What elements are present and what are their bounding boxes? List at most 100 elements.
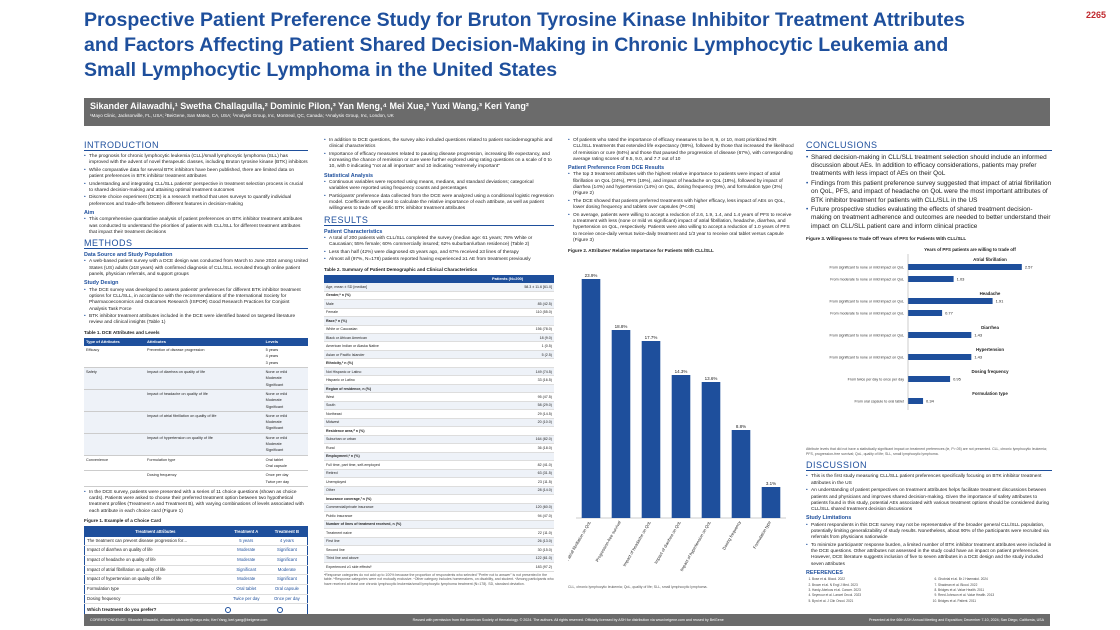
table2-label: Midwest [324, 418, 490, 428]
table2-header [324, 274, 490, 284]
x-tick-label: Formulation type [752, 520, 772, 550]
table-row: Convenience Formulation type Oral tablet Or… [84, 455, 308, 472]
table-row: Second line 30 (15.0) [324, 545, 554, 555]
col3-top-list: Of patients who rated the importance of … [568, 138, 794, 163]
bar [671, 375, 691, 519]
group-label: Formulation type [972, 391, 1008, 396]
list-item: On average, patients were willing to acc… [568, 213, 794, 244]
bar [641, 341, 661, 519]
discussion-list: This is the first study measuring CLL/SL… [806, 474, 1052, 513]
table1-caption: Table 1. DCE Attributes and Levels [84, 329, 160, 335]
table-row: Impact of hypertension on quality of lif… [84, 433, 308, 456]
table-row: Experienced ≥1 side effectsᶢ 183 (97.2) [324, 562, 554, 572]
table1-cell: Impact of hypertension on quality of lif… [145, 433, 264, 456]
list-item: The DCE showed that patients preferred t… [568, 199, 794, 212]
list-item: A web-based patient survey with a DCE de… [84, 259, 308, 278]
poster-number: 2265 [1085, 10, 1106, 20]
table-row: Impact of headache on quality of life Non… [84, 389, 308, 412]
choice-treatment-a: Moderate [225, 555, 267, 566]
choice-treatment-a: Moderate [225, 574, 267, 585]
bar-value-label: 1.43 [974, 355, 983, 360]
choice-attribute: Impact of atrial fibrillation on quality… [84, 565, 226, 576]
list-item: The DCE survey was developed to assess p… [84, 288, 308, 313]
table2-label: Northeast [324, 409, 490, 419]
table-row: Northeast 29 (14.5) [324, 409, 554, 419]
table-row: Formulation type Oral tablet Oral capsule [84, 584, 308, 595]
list-item: The top 3 treatment attributes with the … [568, 172, 794, 197]
choice-attribute: Formulation type [84, 584, 226, 595]
x-tick-label: Impact of headache on QoL [622, 520, 653, 568]
group-label: Hypertension [976, 347, 1004, 352]
table2-label: Ethnicity,ᶜ n (%) [324, 358, 490, 368]
table2-label: Age, mean ± SD [median] [324, 283, 490, 292]
bar-value-label: 18.8% [615, 324, 628, 329]
list-item: Almost all (97%, N=178) patients reporte… [324, 257, 554, 264]
table-row: Age, mean ± SD [median] 58.3 ± 11.6 [61.0… [324, 283, 554, 292]
bar [908, 376, 951, 383]
bar-value-label: 8.8% [736, 424, 746, 429]
pc-list: A total of 200 patients with CLL/SLL com… [324, 236, 554, 264]
x-tick-label: Impact of hypertension on QoL [679, 520, 712, 573]
table1-header: Levels [263, 337, 308, 347]
table-row: The treatment can prevent disease progre… [84, 536, 308, 547]
fig2-note: CLL, chronic lymphocytic leukemia; QoL, … [568, 584, 708, 589]
table1-header: Type of Attributes [84, 337, 146, 347]
list-item: The prognosis for chronic lymphocytic le… [84, 154, 308, 167]
choice-treatment-b: Significant [266, 574, 308, 585]
table-row: White or Caucasian 156 (78.0) [324, 325, 554, 335]
radio-treatment-b[interactable] [277, 607, 283, 614]
pp-heading: Patient Preference From DCE Results [568, 165, 665, 172]
bar [701, 382, 721, 519]
results-heading: RESULTS [324, 215, 554, 226]
stat-list: Continuous variables were reported using… [324, 180, 554, 213]
table1-cell [84, 470, 146, 487]
table-row: Residence area,ᵈ n (%) [324, 426, 554, 436]
choice-attribute: Impact of hypertension on quality of lif… [84, 574, 226, 585]
table2-value: 23 (11.5) [490, 477, 554, 487]
x-tick-label: Progression-free survival [594, 520, 622, 563]
table2-value: 164 (82.0) [490, 435, 554, 445]
footer-presented: Presented at the 66th ASH Annual Meeting… [868, 618, 1044, 622]
table-row: Full time, part time, self-employed 82 (4… [324, 460, 554, 470]
bar-value-label: 0.95 [953, 377, 962, 382]
radio-treatment-a[interactable] [225, 607, 231, 614]
table2-label: Suburban or urban [324, 435, 490, 445]
conclusions-list: Shared decision-making in CLL/SLL treatm… [806, 154, 1052, 231]
y-tick-label: From twice per day to once per day [848, 378, 905, 382]
x-tick-label: Impact of diarrhea on QoL [653, 520, 682, 565]
table2-label: Commercial/private insurance [324, 503, 490, 513]
reference-item: Reed Johnson et al. Value Health. 2013 [938, 593, 1052, 597]
y-tick-label: From significant to none or mild impact … [829, 266, 904, 270]
choice-header: Treatment B [266, 526, 308, 537]
choice-treatment-b: Moderate [266, 565, 308, 576]
table2-value: 58 (29.0) [490, 401, 554, 411]
references-left: Bose et al. Blood. 2022 Brown et al. N En… [806, 577, 926, 604]
choice-attribute: Impact of diarrhea on quality of life [84, 545, 226, 556]
table1-cell: Formulation type [145, 455, 264, 472]
table2-value: 5 (2.5) [490, 350, 554, 360]
list-item: Future prospective studies evaluating th… [806, 206, 1052, 231]
group-label: Dosing frequency [971, 369, 1009, 374]
table2-label: Experienced ≥1 side effectsᶢ [324, 562, 490, 572]
table1-cell [84, 389, 146, 412]
choice-treatment-b: 4 years [266, 536, 308, 547]
group-label: Diarrhea [981, 325, 999, 330]
study-design-heading: Study Design [84, 280, 119, 287]
table2-label: Gender,ᵃ n (%) [324, 291, 490, 301]
bar [731, 430, 751, 519]
table2-label: Unemployed [324, 477, 490, 487]
chart-title: Years of PFS patients are willing to tra… [924, 247, 1016, 252]
choice-treatment-a: Significant [225, 565, 267, 576]
table2-label: Race,ᵇ n (%) [324, 316, 490, 326]
aim-list: This comprehensive quantitative analysis… [84, 217, 308, 236]
group-label: Atrial fibrillation [973, 257, 1007, 262]
table2-label: Public insurance [324, 511, 490, 521]
table-row: Retired 63 (31.5) [324, 469, 554, 479]
table2-value: 82 (41.0) [490, 460, 554, 470]
table1-cell: Impact of diarrhea on quality of life [145, 367, 264, 390]
bar-value-label: 1.43 [974, 333, 983, 338]
table2-value: 110 (55.0) [490, 308, 554, 318]
table-row: Region of residence, n (%) [324, 384, 554, 394]
bar-value-label: 17.7% [645, 335, 658, 340]
y-tick-label: From oral capsule to oral tablet [854, 400, 904, 404]
